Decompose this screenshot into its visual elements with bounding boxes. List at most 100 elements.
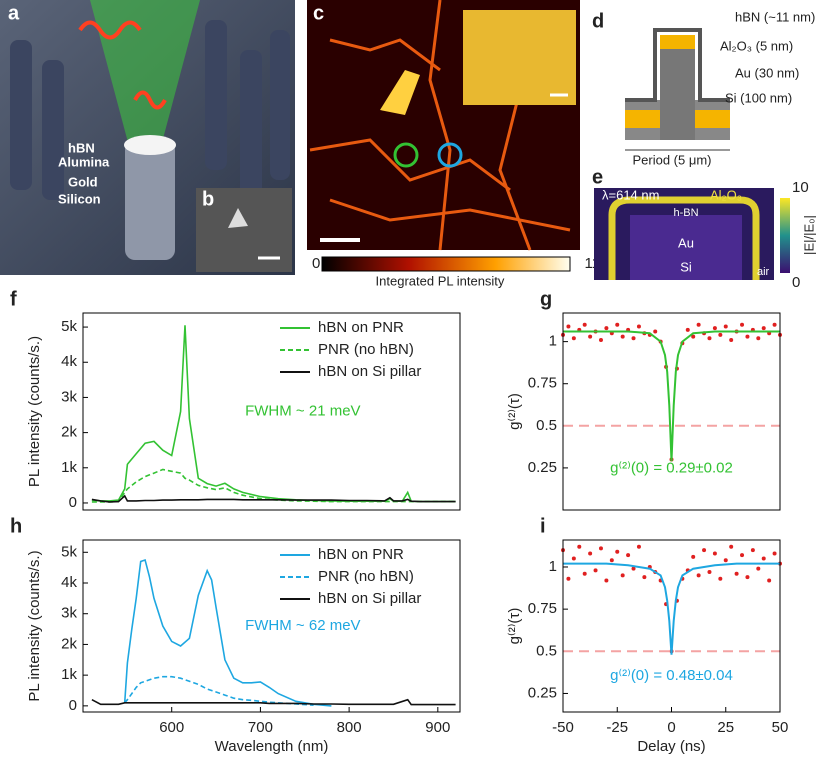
panel-label: f [10,288,17,310]
data-point [735,572,739,576]
data-point [588,551,592,555]
panel-label: b [202,188,214,210]
y-tick-label: 2k [61,635,77,652]
data-point [653,330,657,334]
data-point [566,577,570,581]
y-tick-label: 4k [61,353,77,370]
data-point [745,335,749,339]
data-point [697,323,701,327]
y-tick-label: 2k [61,424,77,441]
y-tick-label: 0.75 [528,375,557,392]
data-point [604,326,608,330]
x-tick-label: 900 [425,719,450,736]
y-axis-label: g⁽²⁾(τ) [506,393,523,430]
data-point [713,551,717,555]
layer-label: Silicon [58,191,101,206]
au-top [660,35,695,49]
legend-label: hBN on Si pillar [318,363,421,380]
panel-c: c 0 11k Integrated PL intensity [307,0,608,288]
annotation: g⁽²⁾(0) = 0.48±0.04 [610,667,733,684]
data-point [702,548,706,552]
y-tick-label: 5k [61,318,77,335]
y-axis-label: PL intensity (counts/s.) [26,550,43,701]
y-tick-label: 4k [61,574,77,591]
panel-e: e λ=614 nm Al₂O₃ h-BN Au Si air 10 0 |E|… [592,166,816,291]
pillar [125,140,175,260]
y-tick-label: 0.5 [536,417,557,434]
layer-label: Gold [68,174,98,189]
y-tick-label: 5k [61,543,77,560]
plot-frame [563,540,780,712]
data-point [718,577,722,581]
field-label: λ=614 nm [602,187,659,202]
data-point [773,551,777,555]
x-axis-label: Wavelength (nm) [215,738,329,755]
x-tick-label: 50 [772,719,789,736]
data-point [762,557,766,561]
data-point [767,578,771,582]
data-point [621,573,625,577]
legend-label: hBN on PNR [318,546,404,563]
data-point [621,335,625,339]
data-point [745,575,749,579]
x-tick-label: -25 [606,719,628,736]
colorbar-label: 0 [792,274,800,291]
inset-image [463,10,576,105]
layer-label: hBN [68,140,95,155]
colorbar-label: 10 [792,179,809,196]
data-point [626,553,630,557]
y-tick-label: 1 [549,333,557,350]
data-point [599,338,603,342]
legend-label: hBN on Si pillar [318,590,421,607]
panel-d: d hBN (~11 nm) Al₂O₃ (5 nm) Au (30 nm) S… [592,9,815,167]
x-axis-label: Delay (ns) [637,738,705,755]
data-point [713,326,717,330]
panel-label: i [540,515,546,537]
data-point [762,326,766,330]
data-point [642,575,646,579]
y-tick-label: 0 [69,494,77,511]
y-tick-label: 0.5 [536,642,557,659]
data-point [572,336,576,340]
layer-label: hBN (~11 nm) [735,9,815,24]
data-point [773,323,777,327]
data-point [588,335,592,339]
annotation: g⁽²⁾(0) = 0.29±0.02 [610,460,733,477]
data-point [707,570,711,574]
layer-label: Alumina [58,154,110,169]
data-point [707,336,711,340]
data-point [615,323,619,327]
data-point [697,573,701,577]
series-line [563,332,780,462]
y-tick-label: 1 [549,558,557,575]
x-tick-label: 0 [667,719,675,736]
data-point [615,550,619,554]
data-point [594,568,598,572]
legend-label: PNR (no hBN) [318,341,414,358]
period-label: Period (5 μm) [632,152,711,167]
annotation: FWHM ~ 21 meV [245,402,360,419]
y-tick-label: 0.25 [528,459,557,476]
data-point [637,324,641,328]
panel-label: h [10,515,22,537]
data-point [756,567,760,571]
y-tick-label: 1k [61,666,77,683]
panel-label: c [313,2,324,24]
series-line [92,470,456,502]
layer-label: Au (30 nm) [735,65,799,80]
x-tick-label: 25 [717,719,734,736]
data-point [599,546,603,550]
data-point [604,578,608,582]
data-point [583,323,587,327]
panel-label: e [592,166,603,188]
data-point [724,324,728,328]
colorbar-title: Integrated PL intensity [376,273,505,288]
y-tick-label: 3k [61,605,77,622]
emitter [124,135,176,155]
data-point [724,558,728,562]
colorbar [322,257,570,271]
data-point [572,557,576,561]
panel-label: a [8,2,20,24]
y-axis-label: g⁽²⁾(τ) [506,608,523,645]
panel-label: g [540,288,552,310]
